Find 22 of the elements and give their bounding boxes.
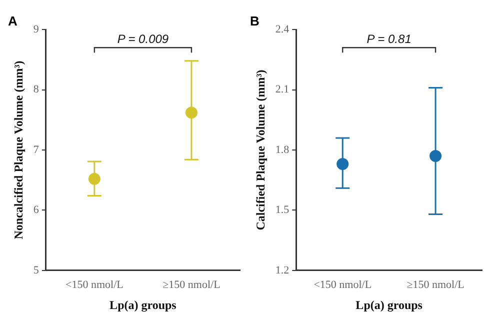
y-tick-label: 1.2 bbox=[275, 264, 290, 276]
x-axis-title: Lp(a) groups bbox=[110, 298, 177, 312]
y-tick-label: 8 bbox=[33, 84, 40, 96]
y-tick-label: 1.8 bbox=[275, 144, 290, 156]
y-tick-label: 6 bbox=[33, 204, 40, 216]
y-tick-label: 1.5 bbox=[275, 204, 290, 216]
y-tick-label: 7 bbox=[33, 144, 40, 156]
annotation: P = 0.009 bbox=[117, 32, 169, 46]
y-tick-label: 2.1 bbox=[275, 84, 290, 96]
y-tick-label: 2.4 bbox=[275, 23, 290, 36]
x-tick-label: ≥150 nmol/L bbox=[162, 278, 221, 291]
y-axis-title: Noncalcified Plaque Volume (mm³) bbox=[11, 60, 26, 240]
chart-title: A bbox=[8, 13, 18, 28]
x-tick-label: ≥150 nmol/L bbox=[406, 278, 465, 291]
chart-title: B bbox=[250, 13, 260, 28]
annotation: P = 0.81 bbox=[366, 32, 412, 46]
y-tick-label: 5 bbox=[33, 264, 40, 276]
x-tick-label: <150 nmol/L bbox=[66, 278, 124, 291]
x-tick-label: <150 nmol/L bbox=[314, 278, 372, 291]
x-axis-title: Lp(a) groups bbox=[356, 298, 423, 312]
y-tick-label: 9 bbox=[33, 23, 40, 36]
y-axis-title: Calcified Plaque Volume (mm³) bbox=[253, 70, 268, 230]
